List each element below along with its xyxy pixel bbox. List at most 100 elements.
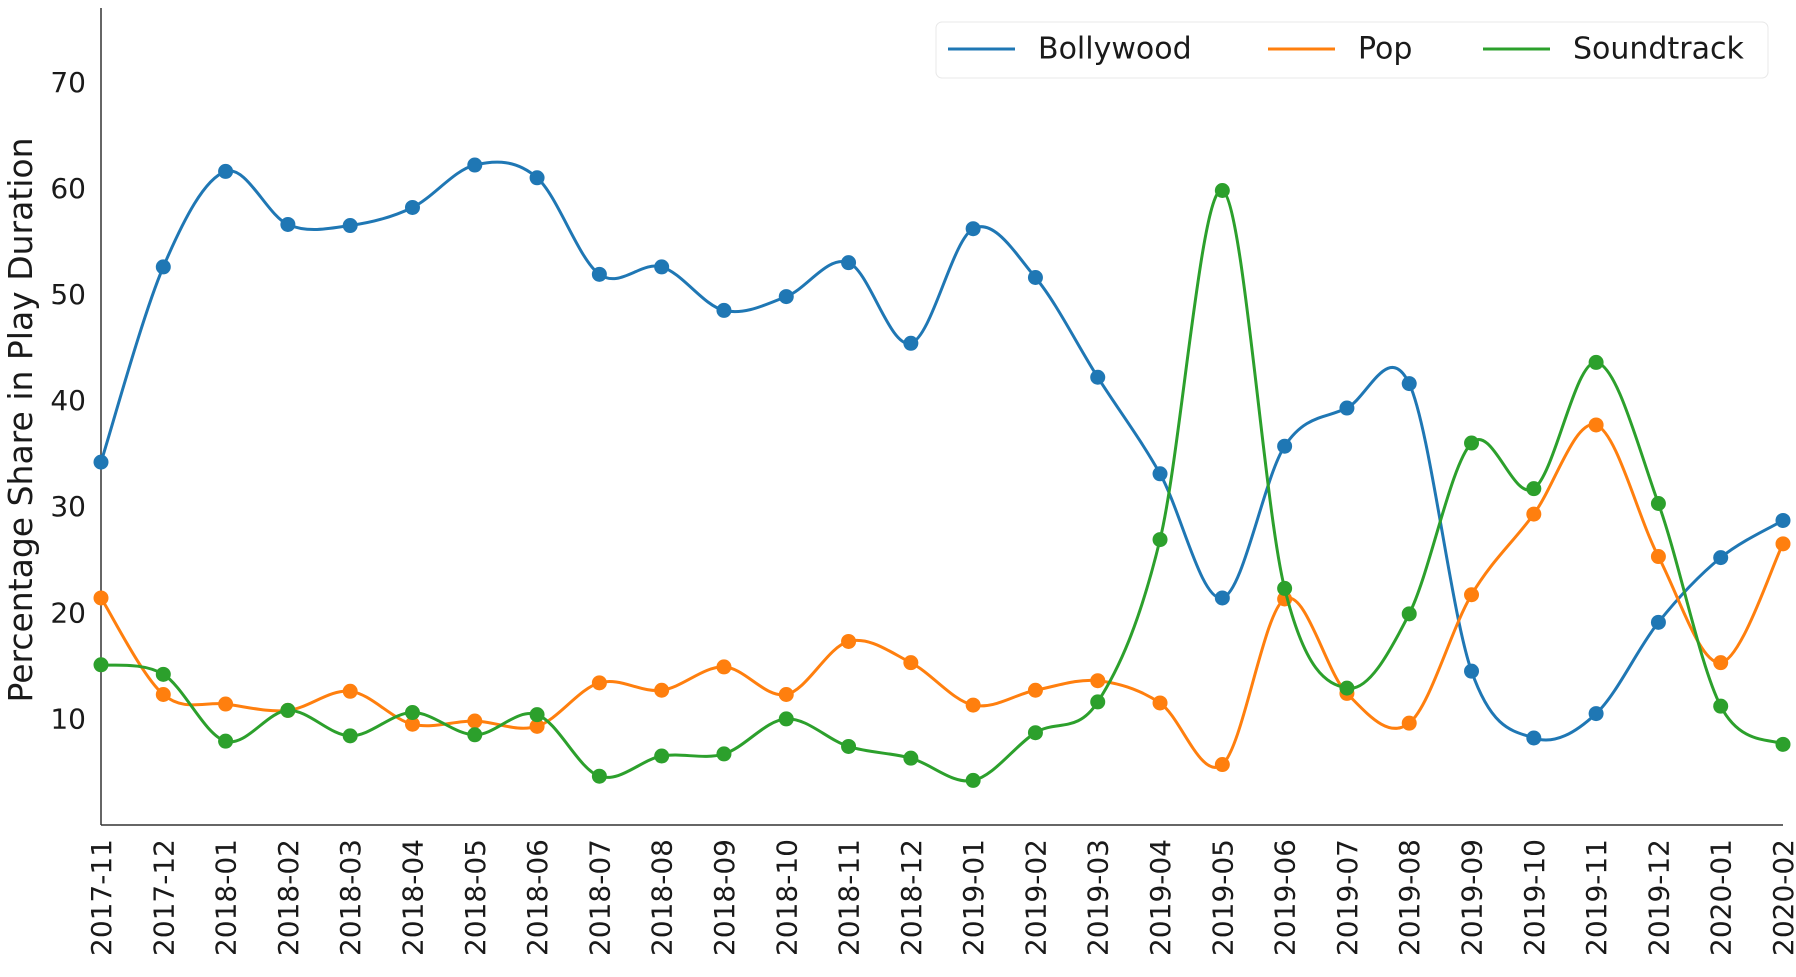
data-point-soundtrack	[155, 666, 171, 682]
data-point-soundtrack	[965, 772, 981, 788]
data-point-soundtrack	[1027, 725, 1043, 741]
y-tick-label: 10	[50, 702, 86, 735]
x-tick-label: 2018-10	[770, 839, 803, 956]
data-point-pop	[1464, 587, 1480, 603]
data-point-pop	[1526, 506, 1542, 522]
data-point-bollywood	[778, 289, 794, 305]
data-point-pop	[155, 686, 171, 702]
y-tick-label: 70	[50, 66, 86, 99]
data-point-pop	[93, 590, 109, 606]
x-tick-label: 2019-07	[1331, 839, 1364, 956]
x-tick-label: 2019-12	[1642, 839, 1675, 956]
x-tick-label: 2018-04	[396, 839, 429, 956]
data-point-pop	[1713, 655, 1729, 671]
series-layer	[93, 157, 1791, 788]
legend-label: Pop	[1358, 32, 1412, 67]
data-point-pop	[1775, 536, 1791, 552]
data-point-soundtrack	[903, 750, 919, 766]
series-pop	[93, 417, 1791, 773]
legend: Bollywood Pop Soundtrack	[935, 21, 1769, 79]
data-point-bollywood	[1339, 400, 1355, 416]
data-point-bollywood	[1464, 663, 1480, 679]
data-point-soundtrack	[654, 748, 670, 764]
data-point-bollywood	[529, 170, 545, 186]
x-tick-label: 2018-03	[334, 839, 367, 956]
data-point-bollywood	[218, 163, 234, 179]
data-point-pop	[778, 686, 794, 702]
x-tick-label: 2020-01	[1705, 839, 1738, 956]
data-point-pop	[903, 655, 919, 671]
data-point-pop	[529, 718, 545, 734]
data-point-bollywood	[1650, 614, 1666, 630]
y-tick-label: 50	[50, 278, 86, 311]
x-tick-label: 2019-02	[1019, 839, 1052, 956]
data-point-bollywood	[93, 454, 109, 470]
data-point-soundtrack	[1090, 694, 1106, 710]
y-axis-title: Percentage Share in Play Duration	[1, 137, 40, 702]
data-point-soundtrack	[1650, 496, 1666, 512]
data-point-bollywood	[716, 302, 732, 318]
x-tick-label: 2018-09	[708, 839, 741, 956]
data-point-bollywood	[1526, 730, 1542, 746]
data-point-pop	[1152, 695, 1168, 711]
x-tick-label: 2018-06	[521, 839, 554, 956]
x-tick-label: 2019-05	[1206, 839, 1239, 956]
data-point-soundtrack	[1339, 680, 1355, 696]
data-point-bollywood	[1090, 369, 1106, 385]
series-line-bollywood	[99, 160, 1784, 742]
x-tick-label: 2019-04	[1144, 839, 1177, 956]
x-tick-label: 2017-12	[147, 839, 180, 956]
x-tick-label: 2019-08	[1393, 839, 1426, 956]
legend-entry-pop: Pop	[1268, 32, 1412, 67]
data-point-bollywood	[404, 199, 420, 215]
data-point-pop	[218, 696, 234, 712]
data-point-soundtrack	[1713, 698, 1729, 714]
data-point-pop	[591, 675, 607, 691]
x-tick-label: 2017-11	[85, 839, 118, 956]
data-point-bollywood	[1152, 466, 1168, 482]
data-point-soundtrack	[1464, 435, 1480, 451]
y-ticks: 10 20 30 40 50 60 70	[50, 66, 86, 736]
data-point-bollywood	[1277, 438, 1293, 454]
data-point-pop	[1401, 715, 1417, 731]
data-point-soundtrack	[218, 733, 234, 749]
data-point-soundtrack	[1775, 736, 1791, 752]
data-point-bollywood	[654, 259, 670, 275]
x-tick-label: 2019-01	[957, 839, 990, 956]
data-point-pop	[467, 713, 483, 729]
data-point-soundtrack	[467, 727, 483, 743]
x-tick-label: 2019-06	[1269, 839, 1302, 956]
y-tick-label: 20	[50, 596, 86, 629]
data-point-soundtrack	[1526, 481, 1542, 497]
data-point-soundtrack	[1588, 354, 1604, 370]
y-tick-label: 40	[50, 384, 86, 417]
data-point-pop	[1027, 682, 1043, 698]
data-point-bollywood	[1214, 590, 1230, 606]
data-point-soundtrack	[1277, 580, 1293, 596]
data-point-pop	[404, 716, 420, 732]
x-tick-label: 2018-05	[459, 839, 492, 956]
data-point-soundtrack	[716, 746, 732, 762]
x-tick-label: 2018-01	[210, 839, 243, 956]
axes: 10 20 30 40 50 60 70 2017-11 2017-12 2018-01 2018…	[1, 8, 1796, 956]
data-point-bollywood	[965, 221, 981, 237]
data-point-soundtrack	[280, 702, 296, 718]
data-point-pop	[1650, 549, 1666, 565]
x-tick-label: 2018-02	[272, 839, 305, 956]
data-point-soundtrack	[404, 705, 420, 721]
data-point-bollywood	[1027, 270, 1043, 286]
legend-label: Bollywood	[1038, 32, 1192, 67]
data-point-soundtrack	[778, 711, 794, 727]
data-point-pop	[965, 697, 981, 713]
x-tick-label: 2018-07	[583, 839, 616, 956]
x-tick-label: 2020-02	[1767, 839, 1796, 956]
x-tick-label: 2019-10	[1518, 839, 1551, 956]
x-tick-label: 2019-09	[1456, 839, 1489, 956]
data-point-soundtrack	[342, 728, 358, 744]
data-point-pop	[716, 659, 732, 675]
y-tick-label: 60	[50, 172, 86, 205]
data-point-pop	[342, 683, 358, 699]
data-point-bollywood	[903, 335, 919, 351]
series-soundtrack	[93, 182, 1791, 788]
